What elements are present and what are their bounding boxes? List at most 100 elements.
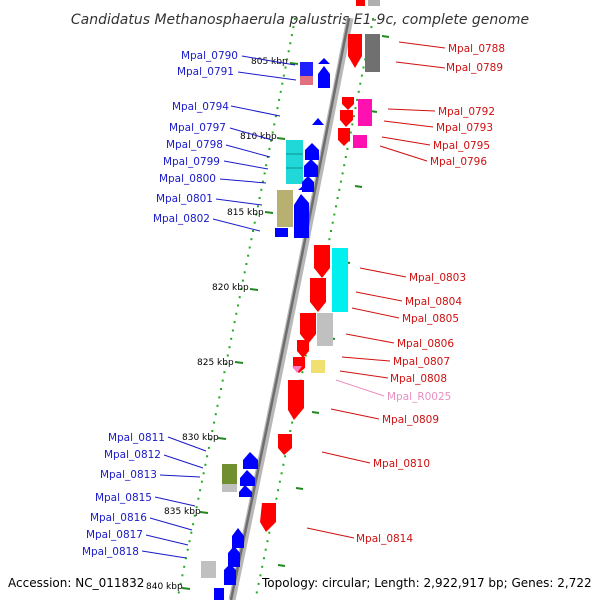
- ruler-dot: [284, 66, 287, 69]
- ruler-dot: [282, 463, 285, 466]
- gene-label-0809[interactable]: Mpal_0809: [382, 414, 439, 426]
- gene-label-0818[interactable]: Mpal_0818: [82, 546, 139, 558]
- gene-box-0805[interactable]: [317, 313, 333, 346]
- gene-label-0800[interactable]: Mpal_0800: [159, 173, 216, 185]
- gene-label-0806[interactable]: Mpal_0806: [397, 338, 454, 350]
- gene-arrow-0788[interactable]: [348, 34, 362, 68]
- gene-arrow-0795[interactable]: [338, 128, 350, 146]
- ruler-dot: [265, 164, 268, 167]
- ruler-dot: [200, 480, 203, 483]
- gene-label-0808[interactable]: Mpal_0808: [390, 373, 447, 385]
- ruler-dot: [238, 296, 241, 299]
- scale-label-825: 825 kbp: [197, 358, 234, 368]
- gene-arrow-0803[interactable]: [314, 245, 330, 278]
- gene-label-0805[interactable]: Mpal_0805: [402, 313, 459, 325]
- gene-arrow-0806[interactable]: [300, 313, 316, 344]
- gene-box-0789[interactable]: [365, 34, 380, 72]
- ruler-dot: [273, 123, 276, 126]
- gene-arrow-0792[interactable]: [342, 97, 354, 110]
- gene-arrow-0802[interactable]: [294, 194, 309, 238]
- ruler-dot: [346, 147, 349, 150]
- gene-arrow-0800[interactable]: [298, 185, 310, 190]
- gene-arrow-0810[interactable]: [278, 434, 292, 455]
- ruler-dot: [255, 591, 258, 594]
- gene-arrow-0808[interactable]: [293, 357, 305, 373]
- topology-text: Topology: circular; Length: 2,922,917 bp…: [261, 576, 592, 590]
- gene-arrow-0807[interactable]: [297, 340, 309, 358]
- ruler-dot: [290, 34, 293, 37]
- gene-box-0818[interactable]: [201, 561, 216, 578]
- scale-label-840: 840 kbp: [146, 582, 183, 592]
- gene-box-0808[interactable]: [311, 360, 325, 373]
- gene-label-0795[interactable]: Mpal_0795: [433, 140, 490, 152]
- ruler-dot: [266, 540, 269, 543]
- gene-label-0813[interactable]: Mpal_0813: [100, 469, 157, 481]
- ruler-dot: [248, 246, 251, 249]
- gene-label-0816[interactable]: Mpal_0816: [90, 512, 147, 524]
- gene-label-0789[interactable]: Mpal_0789: [446, 62, 503, 74]
- ruler-dot: [252, 230, 254, 232]
- ruler-dot: [271, 131, 274, 134]
- ruler-dot: [292, 26, 295, 29]
- gene-box-0792b[interactable]: [358, 99, 372, 126]
- gene-arrow-R0025[interactable]: [292, 366, 302, 373]
- gene-label-0803[interactable]: Mpal_0803: [409, 272, 466, 284]
- gene-box-0796[interactable]: [353, 135, 367, 148]
- gene-label-0812[interactable]: Mpal_0812: [104, 449, 161, 461]
- gene-label-0814[interactable]: Mpal_0814: [356, 533, 413, 545]
- gene-label-0799[interactable]: Mpal_0799: [163, 156, 220, 168]
- gene-arrow-0794[interactable]: [312, 118, 324, 125]
- gene-label-0796[interactable]: Mpal_0796: [430, 156, 487, 168]
- ruler-dot: [209, 438, 212, 441]
- ruler-dot: [188, 540, 191, 543]
- gene-label-0801[interactable]: Mpal_0801: [156, 193, 213, 205]
- gene-arrow-0799[interactable]: [305, 143, 319, 160]
- ruler-dot: [247, 254, 250, 257]
- ruler-dot: [216, 404, 219, 407]
- ruler-dot: [370, 26, 373, 29]
- gene-arrow[interactable]: [318, 66, 330, 88]
- gene-label-0807[interactable]: Mpal_0807: [393, 356, 450, 368]
- gene-label-0797[interactable]: Mpal_0797: [169, 122, 226, 134]
- gene-label-0798[interactable]: Mpal_0798: [166, 139, 223, 151]
- gene-arrow-0812[interactable]: [240, 470, 255, 486]
- ruler-dot: [291, 421, 294, 424]
- ruler-dot: [289, 430, 292, 432]
- ruler-dot: [282, 74, 285, 77]
- gene-box-0813[interactable]: [222, 464, 237, 484]
- gene-label-0810[interactable]: Mpal_0810: [373, 458, 430, 470]
- gene-box-0801[interactable]: [277, 190, 293, 227]
- ruler-dot: [257, 205, 259, 208]
- gene-box-0804[interactable]: [332, 248, 348, 312]
- gene-label-0811[interactable]: Mpal_0811: [108, 432, 165, 444]
- gene-label-0791[interactable]: Mpal_0791: [177, 66, 234, 78]
- ruler-dot: [351, 123, 354, 126]
- gene-label-0804[interactable]: Mpal_0804: [405, 296, 462, 308]
- gene-arrow-0793[interactable]: [340, 110, 353, 127]
- ruler-dot: [197, 497, 200, 500]
- gene-box-0798[interactable]: [286, 140, 303, 184]
- right-gene-labels: Mpal_0788 Mpal_0789 Mpal_0792 Mpal_0793 …: [356, 43, 505, 545]
- gene-label-0793[interactable]: Mpal_0793: [436, 122, 493, 134]
- gene-label-0817[interactable]: Mpal_0817: [86, 529, 143, 541]
- gene-arrow-0809[interactable]: [288, 380, 304, 420]
- gene-arrow-0816[interactable]: [232, 528, 244, 548]
- gene-label-0790[interactable]: Mpal_0790: [181, 50, 238, 62]
- ruler-dot: [225, 362, 228, 365]
- gene-label-0815[interactable]: Mpal_0815: [95, 492, 152, 504]
- ruler-dot: [221, 379, 224, 382]
- gene-label-0794[interactable]: Mpal_0794: [172, 101, 229, 113]
- ruler-dot: [294, 18, 296, 20]
- ruler-dot: [301, 371, 304, 374]
- gene-arrow-0814[interactable]: [260, 503, 276, 532]
- gene-label-0788[interactable]: Mpal_0788: [448, 43, 505, 55]
- ruler-dot: [258, 197, 261, 199]
- ruler-dot: [245, 263, 248, 265]
- gene-label-R0025[interactable]: Mpal_R0025: [387, 391, 451, 403]
- ruler-dot: [343, 164, 346, 167]
- gene-arrow-0811[interactable]: [243, 452, 258, 469]
- gene-label-0802[interactable]: Mpal_0802: [153, 213, 210, 225]
- gene-label-0792[interactable]: Mpal_0792: [438, 106, 495, 118]
- gene-arrow-0804[interactable]: [310, 278, 326, 312]
